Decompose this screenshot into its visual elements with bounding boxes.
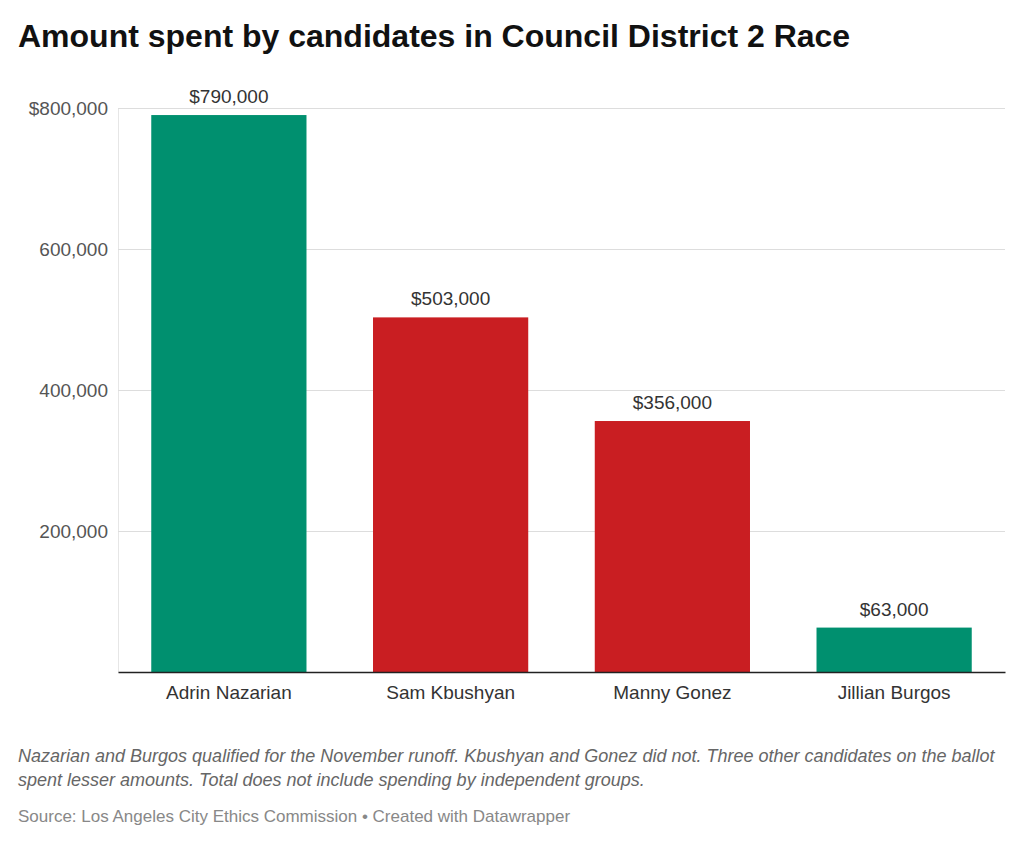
chart: Amount spent by candidates in Council Di… xyxy=(0,0,1024,844)
y-axis: 200,000 400,000 600,000 $800,000 xyxy=(29,98,1005,673)
bar xyxy=(817,628,972,672)
bar xyxy=(595,421,750,672)
x-tick-label: Adrin Nazarian xyxy=(166,682,292,703)
data-labels: $790,000 $503,000 $356,000 $63,000 xyxy=(189,86,928,620)
grid-line xyxy=(118,108,1005,109)
x-tick: Jillian Burgos xyxy=(838,672,951,703)
bar xyxy=(151,115,306,672)
note: Nazarian and Burgos qualified for the No… xyxy=(18,746,996,790)
data-label: $63,000 xyxy=(860,599,929,620)
x-axis: Adrin Nazarian Sam Kbushyan Manny Gonez Jil… xyxy=(119,672,1006,703)
source: Source: Los Angeles City Ethics Commissi… xyxy=(18,807,570,826)
x-tick-label: Manny Gonez xyxy=(613,682,731,703)
data-label: $790,000 xyxy=(189,86,268,107)
x-tick-label: Sam Kbushyan xyxy=(386,682,515,703)
title: Amount spent by candidates in Council Di… xyxy=(18,18,850,54)
y-tick-label: $800,000 xyxy=(29,98,108,119)
note-line: Nazarian and Burgos qualified for the No… xyxy=(18,746,996,766)
y-tick-label: 600,000 xyxy=(39,239,108,260)
x-tick-label: Jillian Burgos xyxy=(838,682,951,703)
x-tick: Manny Gonez xyxy=(613,672,731,703)
data-label: $356,000 xyxy=(633,392,712,413)
bars xyxy=(151,115,971,672)
y-tick-label: 400,000 xyxy=(39,380,108,401)
data-label: $503,000 xyxy=(411,288,490,309)
bar xyxy=(373,317,528,672)
y-tick-label: 200,000 xyxy=(39,521,108,542)
x-tick: Sam Kbushyan xyxy=(386,672,515,703)
x-axis-line xyxy=(119,672,1006,674)
note-line: spent lesser amounts. Total does not inc… xyxy=(18,770,645,790)
x-tick: Adrin Nazarian xyxy=(166,672,292,703)
